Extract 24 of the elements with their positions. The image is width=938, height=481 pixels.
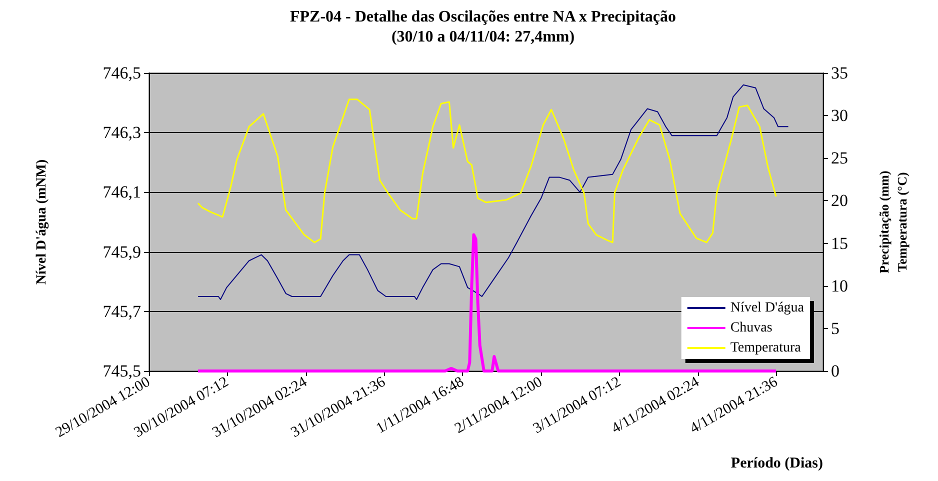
y-tick-label: 745,7 — [102, 302, 142, 321]
y-tick-label: 746,1 — [102, 182, 141, 202]
y2-tick-label: 20 — [831, 191, 848, 210]
y2-tick-label: 25 — [831, 148, 848, 168]
x-axis-title: Período (Dias) — [730, 456, 823, 472]
y-axis-title: Nível D'água (mNM) — [34, 159, 50, 285]
y2-tick-label: 5 — [831, 318, 840, 338]
legend-label: Temperatura — [730, 340, 802, 356]
line-series — [197, 98, 777, 244]
y2-tick-label: 30 — [831, 106, 848, 126]
y-tick-label: 745,5 — [102, 362, 141, 380]
y2-tick-label: 35 — [831, 64, 848, 82]
chart-subtitle: (30/10 a 04/11/04: 27,4mm) — [391, 28, 575, 46]
y2-tick-label: 15 — [831, 234, 848, 253]
y2-axis-title: Precipitação (mm) Temperatura (°C) — [876, 170, 910, 274]
legend-label: Chuvas — [730, 320, 772, 336]
y-tick-label: 746,3 — [102, 123, 141, 142]
y-tick-label: 746,5 — [102, 64, 141, 82]
y2-tick-label: 0 — [831, 362, 840, 380]
legend-label: Nível D'água — [730, 300, 805, 316]
chart-title: FPZ-04 - Detalhe das Oscilações entre NA x Precipitação — [290, 8, 676, 26]
y-tick-label: 745,9 — [102, 242, 141, 262]
y2-tick-label: 10 — [831, 276, 848, 296]
line-series — [198, 84, 789, 300]
